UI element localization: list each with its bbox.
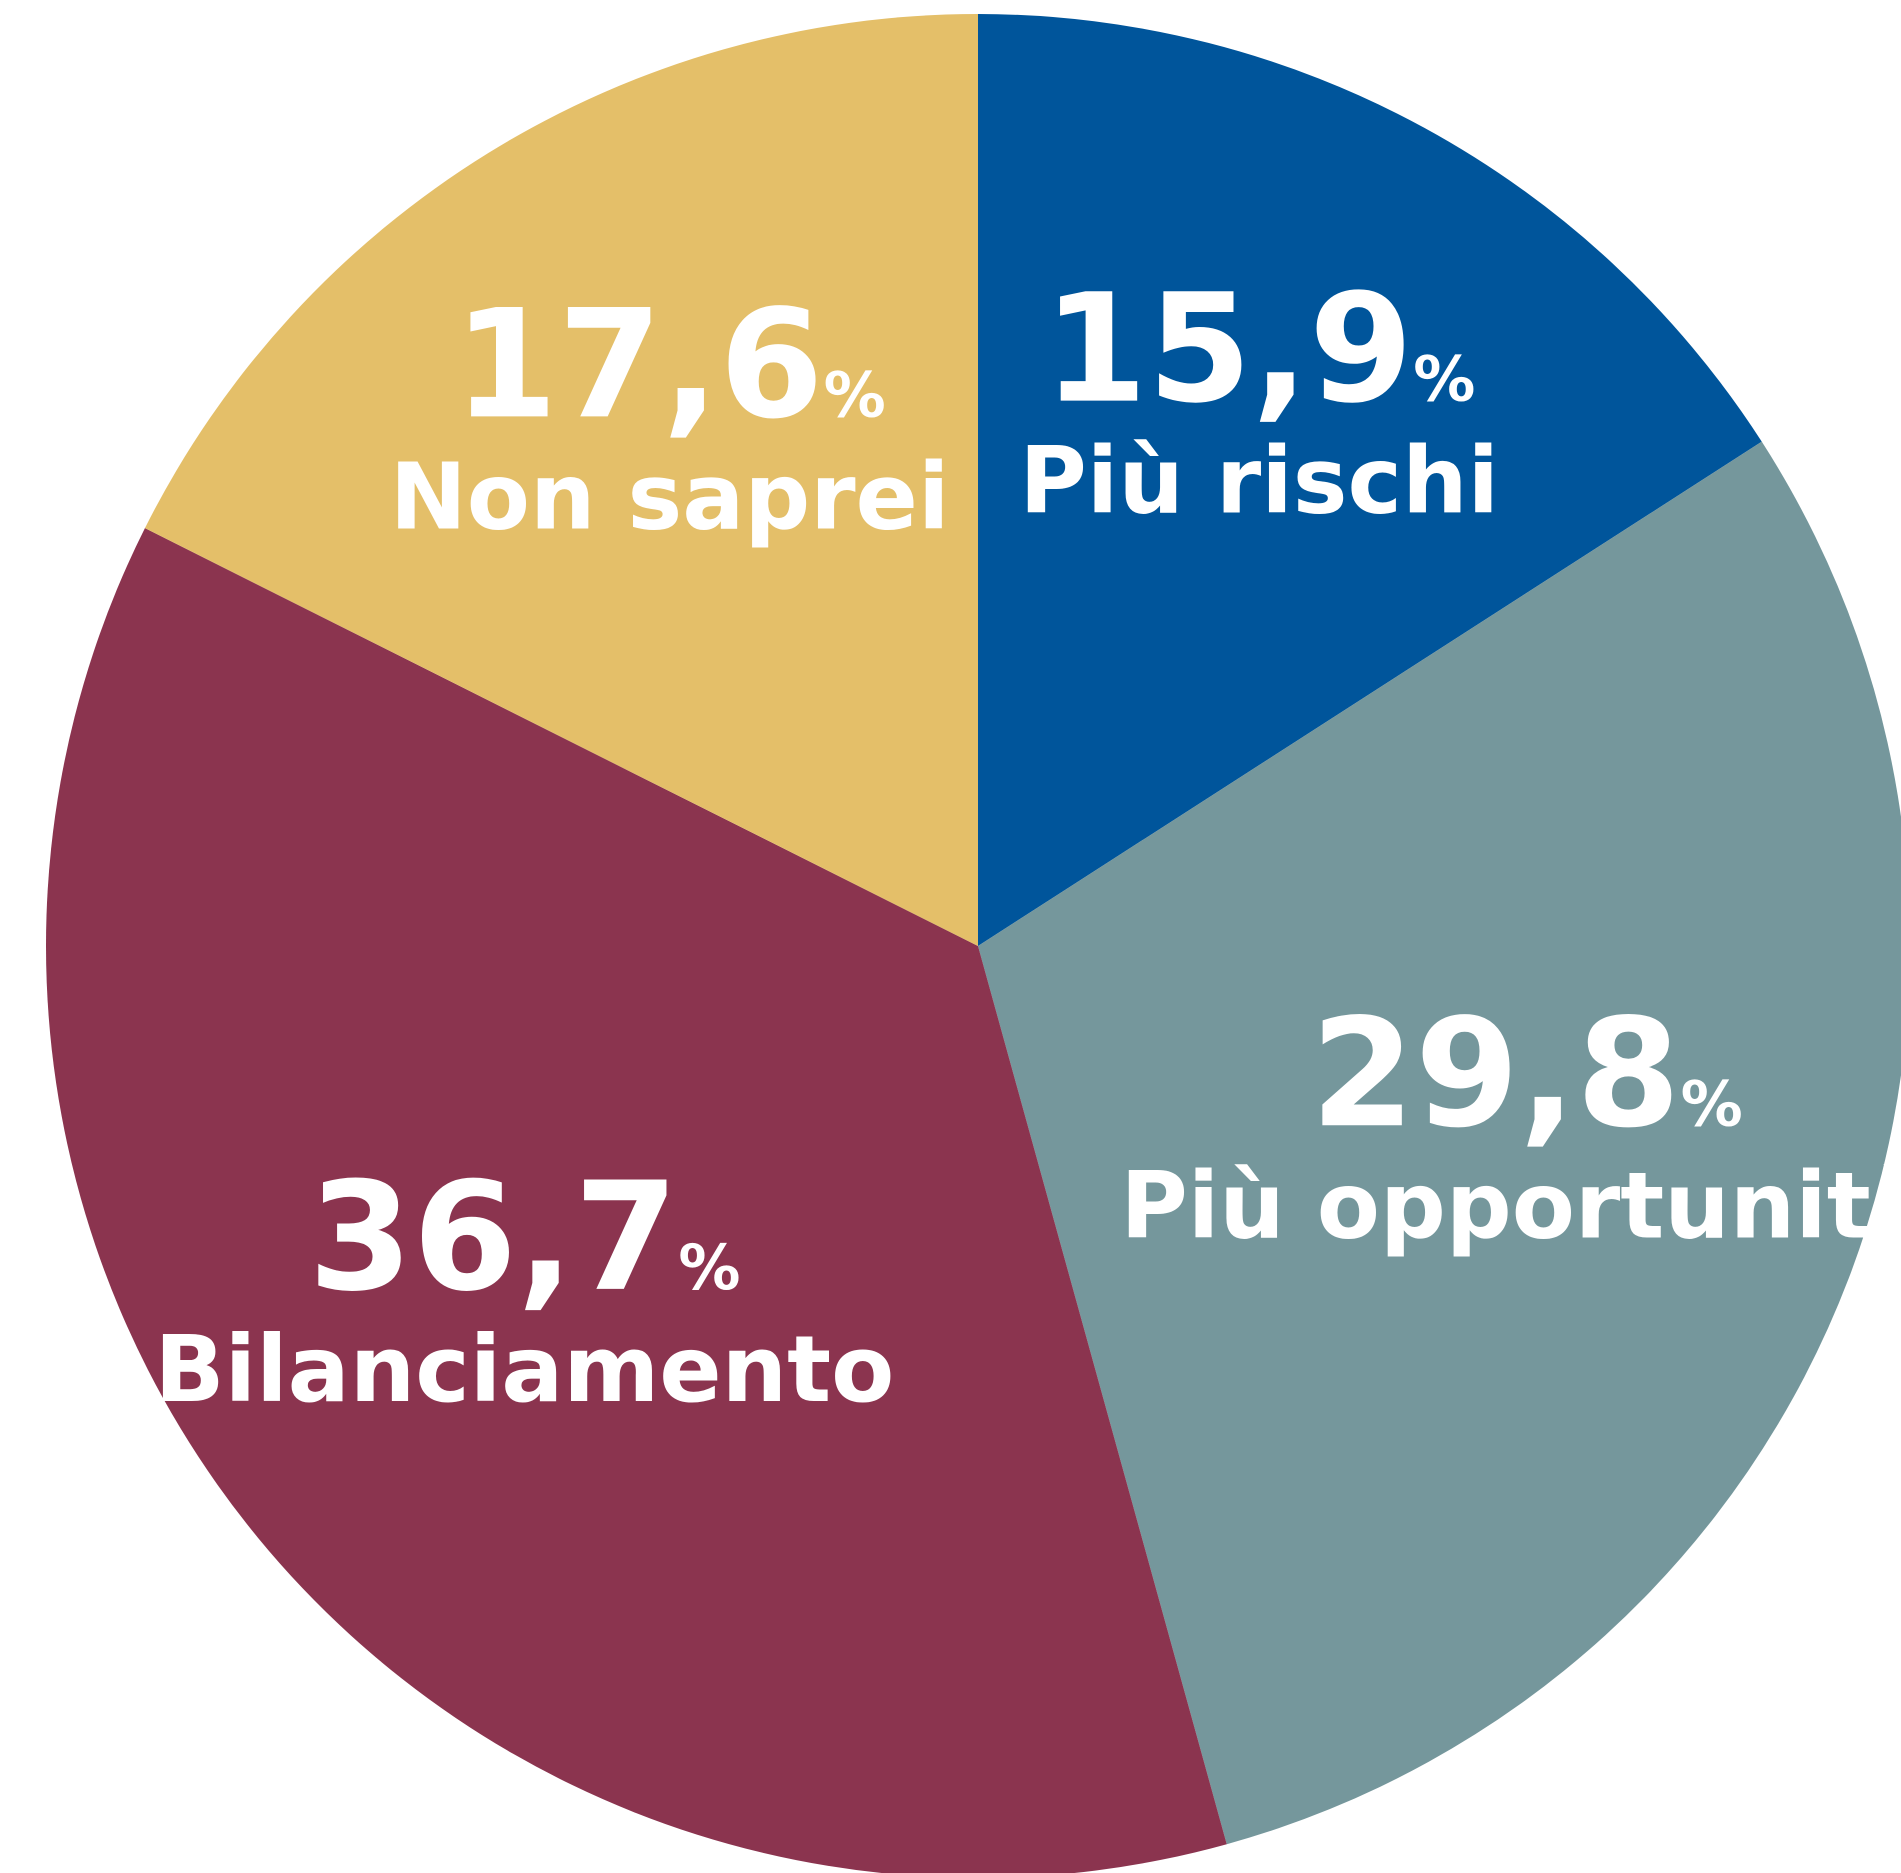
value-unit: %: [1681, 1067, 1743, 1140]
pie-slice: [978, 14, 1762, 946]
value-label: 15,9%: [1043, 263, 1475, 437]
value-unit: %: [678, 1231, 740, 1304]
value-label: 17,6%: [454, 278, 886, 452]
value-number: 15,9: [1043, 263, 1413, 437]
pie-slice: [978, 441, 1901, 1845]
pie-slice: [46, 528, 1227, 1873]
value-label: 36,7%: [308, 1151, 740, 1325]
value-number: 17,6: [454, 278, 824, 452]
value-unit: %: [824, 358, 886, 431]
pie-slice: [144, 14, 978, 946]
value-unit: %: [1413, 343, 1475, 416]
value-number: 36,7: [308, 1151, 678, 1325]
category-label: Non saprei: [390, 443, 950, 550]
category-label: Più rischi: [1019, 428, 1499, 535]
category-label: Bilanciamento: [154, 1316, 894, 1423]
category-label: Più opportunità: [1120, 1152, 1901, 1259]
value-number: 29,8: [1310, 987, 1680, 1161]
value-label: 29,8%: [1310, 987, 1742, 1161]
